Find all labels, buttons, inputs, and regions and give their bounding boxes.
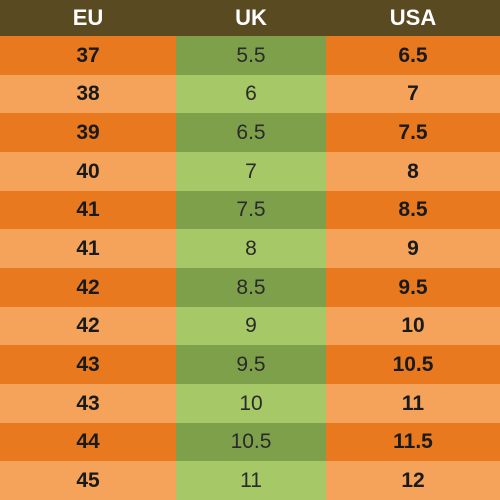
- cell-usa: 9.5: [326, 267, 500, 307]
- cell-usa: 6.5: [326, 36, 500, 75]
- cell-uk: 9: [176, 306, 326, 346]
- cell-uk: 8.5: [176, 267, 326, 307]
- cell-usa: 10.5: [326, 345, 500, 384]
- cell-usa: 11: [326, 383, 500, 423]
- cell-usa: 8: [326, 151, 500, 191]
- cell-eu: 43: [0, 345, 176, 384]
- cell-uk: 7.5: [176, 190, 326, 230]
- cell-usa: 10: [326, 306, 500, 346]
- cell-eu: 42: [0, 267, 176, 307]
- cell-uk: 9.5: [176, 345, 326, 384]
- header-uk: UK: [176, 0, 326, 36]
- cell-usa: 7.5: [326, 113, 500, 152]
- header-eu: EU: [0, 0, 176, 36]
- cell-uk: 6: [176, 74, 326, 114]
- cell-eu: 38: [0, 74, 176, 114]
- cell-uk: 10.5: [176, 422, 326, 462]
- cell-eu: 39: [0, 113, 176, 152]
- cell-eu: 41: [0, 229, 176, 268]
- cell-usa: 9: [326, 229, 500, 268]
- cell-uk: 11: [176, 461, 326, 500]
- cell-eu: 45: [0, 461, 176, 500]
- cell-uk: 6.5: [176, 113, 326, 152]
- cell-usa: 11.5: [326, 422, 500, 462]
- cell-uk: 5.5: [176, 36, 326, 75]
- header-usa: USA: [326, 0, 500, 36]
- cell-usa: 8.5: [326, 190, 500, 230]
- cell-eu: 41: [0, 190, 176, 230]
- cell-eu: 43: [0, 383, 176, 423]
- cell-usa: 12: [326, 461, 500, 500]
- cell-eu: 37: [0, 36, 176, 75]
- cell-eu: 42: [0, 306, 176, 346]
- cell-uk: 7: [176, 151, 326, 191]
- cell-eu: 40: [0, 151, 176, 191]
- cell-usa: 7: [326, 74, 500, 114]
- cell-eu: 44: [0, 422, 176, 462]
- cell-uk: 8: [176, 229, 326, 268]
- cell-uk: 10: [176, 383, 326, 423]
